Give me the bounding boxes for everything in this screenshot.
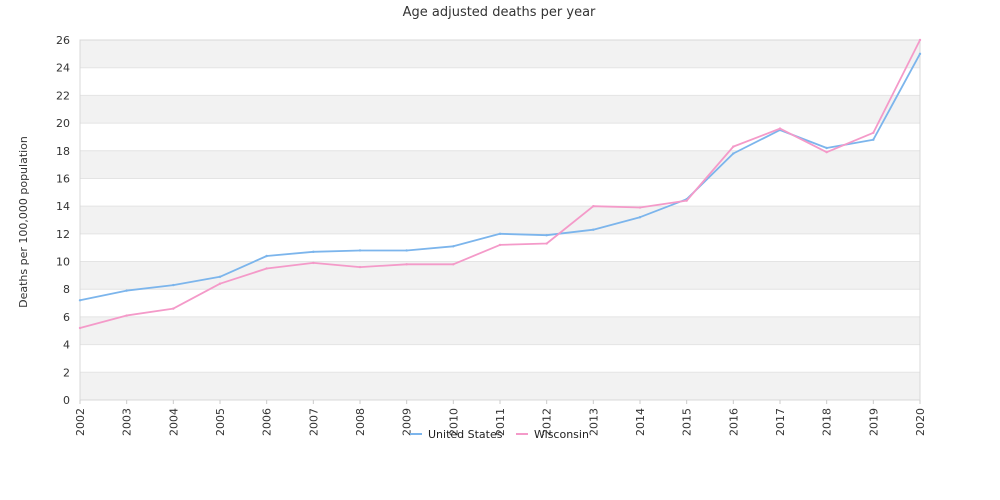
x-tick-label: 2017 (774, 408, 787, 436)
data-point (358, 249, 362, 252)
legend-label: Wisconsin (534, 428, 589, 441)
x-axis-ticks: 2002 2003 2004 2005 2006 2007 2008 2009 2010 2011… (74, 400, 927, 436)
grid-band (80, 206, 920, 234)
grid-band (80, 261, 920, 290)
y-tick-label: 26 (56, 34, 70, 47)
x-tick-label: 2018 (821, 408, 834, 436)
x-tick-label: 2016 (727, 408, 740, 436)
y-tick-label: 8 (63, 283, 70, 296)
series-lines (78, 38, 922, 330)
x-tick-label: 2005 (214, 408, 227, 436)
legend-item-united-states[interactable]: United States (410, 428, 503, 441)
y-tick-label: 10 (56, 256, 70, 269)
y-tick-label: 6 (63, 311, 70, 324)
data-point (218, 275, 222, 278)
y-tick-label: 24 (56, 62, 70, 75)
x-tick-label: 2013 (587, 408, 600, 436)
data-point (405, 249, 408, 252)
plot-bands (80, 40, 920, 400)
data-point (825, 146, 828, 150)
y-tick-label: 2 (63, 366, 70, 379)
data-point (732, 152, 735, 155)
y-axis-title: Deaths per 100,000 population (17, 136, 30, 308)
x-tick-label: 2004 (167, 408, 180, 436)
grid-band (80, 95, 920, 124)
x-tick-label: 2020 (914, 408, 927, 436)
data-point (312, 250, 315, 254)
data-point (265, 254, 268, 258)
x-tick-label: 2009 (401, 408, 414, 436)
y-tick-label: 16 (56, 172, 70, 185)
x-tick-label: 2010 (447, 408, 460, 436)
data-point (265, 267, 268, 270)
data-point (545, 234, 548, 237)
data-point (638, 216, 642, 219)
chart-title: Age adjusted deaths per year (403, 5, 596, 20)
data-point (732, 145, 735, 148)
data-point (778, 127, 782, 130)
data-point (125, 314, 128, 317)
data-point (172, 283, 175, 287)
data-point (592, 204, 595, 208)
grid-band (80, 40, 920, 68)
x-tick-label: 2012 (541, 408, 554, 436)
data-point (452, 245, 455, 248)
y-tick-label: 4 (63, 339, 70, 352)
x-tick-label: 2011 (494, 408, 507, 436)
data-point (498, 243, 502, 247)
data-point (312, 261, 315, 265)
data-point (685, 199, 688, 202)
x-tick-label: 2015 (681, 408, 694, 436)
data-point (918, 52, 922, 56)
y-tick-label: 18 (56, 145, 70, 158)
x-tick-label: 2019 (867, 408, 880, 436)
data-point (218, 282, 222, 285)
grid-band (80, 150, 920, 179)
data-point (125, 289, 128, 292)
data-point (592, 228, 595, 231)
data-point (825, 150, 828, 154)
y-tick-label: 0 (63, 394, 70, 407)
x-tick-label: 2007 (307, 408, 320, 436)
data-point (172, 307, 175, 310)
data-point (918, 38, 922, 42)
grid-band (80, 372, 920, 400)
data-point (872, 131, 875, 134)
y-tick-label: 22 (56, 89, 70, 102)
legend-item-wisconsin[interactable]: Wisconsin (516, 428, 589, 441)
data-point (358, 265, 362, 269)
y-tick-label: 12 (56, 228, 70, 241)
x-tick-label: 2008 (354, 408, 367, 436)
grid-band (80, 316, 920, 345)
y-tick-label: 20 (56, 117, 70, 130)
y-tick-label: 14 (56, 200, 70, 213)
data-point (498, 232, 502, 236)
data-point (872, 138, 875, 141)
data-point (78, 326, 82, 330)
legend[interactable]: United States Wisconsin (410, 428, 589, 441)
data-point (452, 263, 455, 266)
data-point (78, 299, 82, 302)
data-point (638, 206, 642, 209)
x-tick-label: 2003 (121, 408, 134, 436)
x-tick-label: 2006 (261, 408, 274, 436)
data-point (545, 242, 548, 245)
x-tick-label: 2002 (74, 408, 87, 436)
legend-label: United States (428, 428, 503, 441)
x-tick-label: 2014 (634, 408, 647, 436)
data-point (405, 263, 408, 266)
